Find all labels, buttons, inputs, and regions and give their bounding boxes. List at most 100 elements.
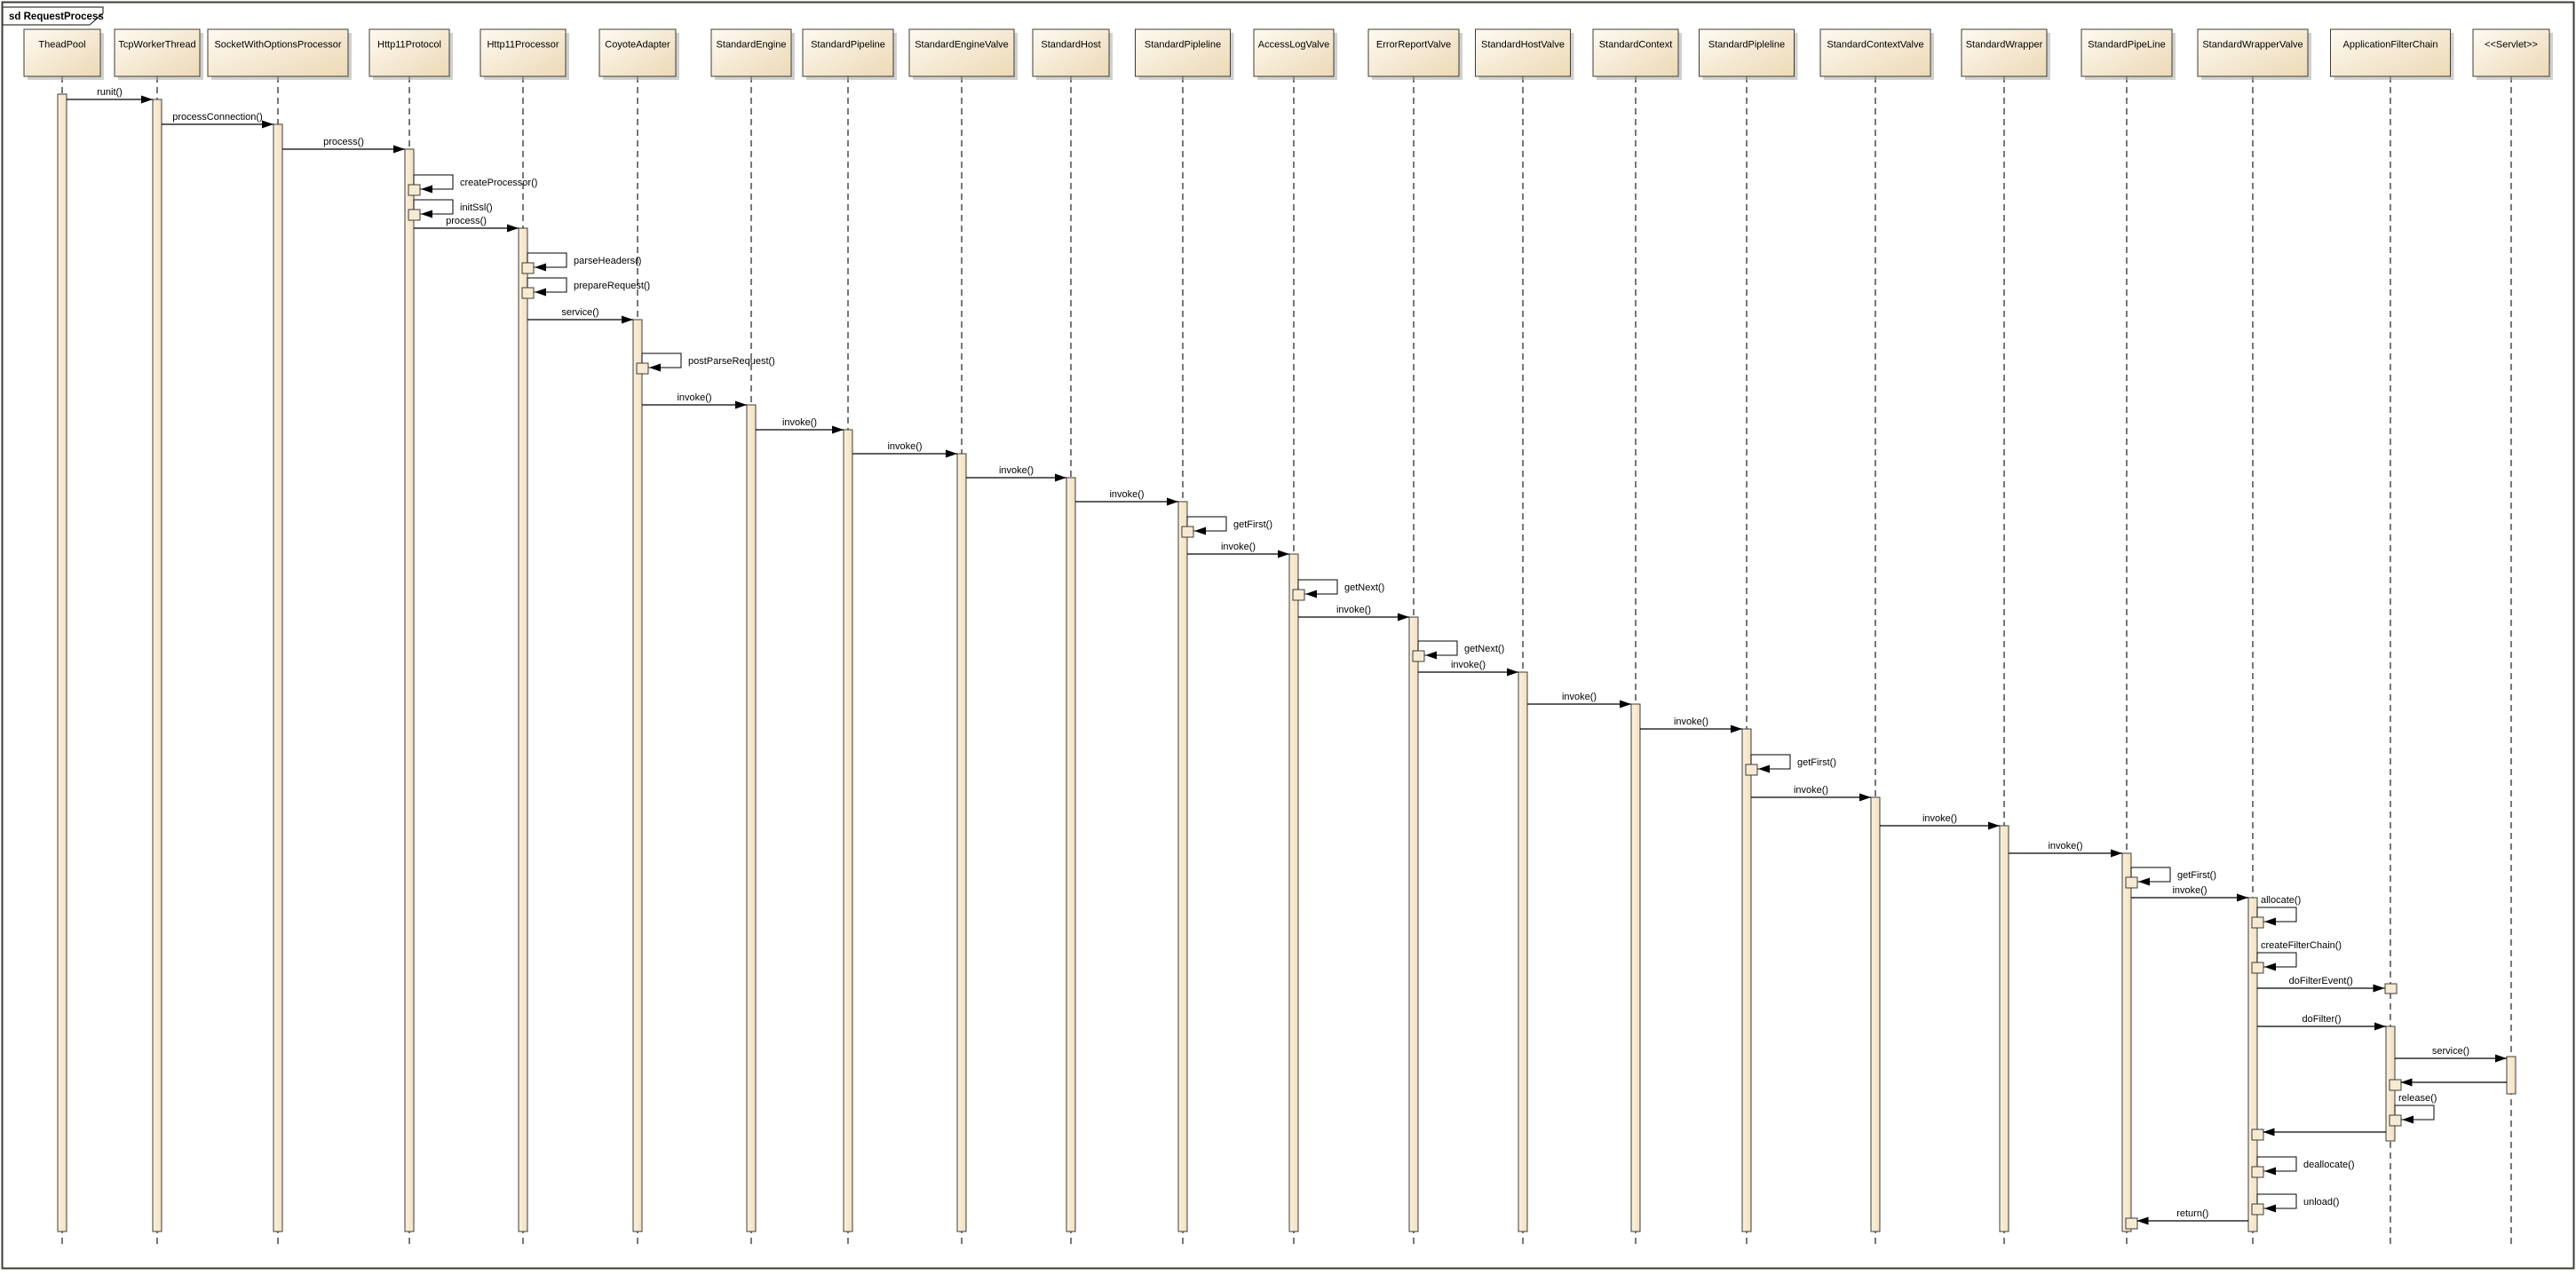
lifeline-header-box-10: [1134, 28, 1232, 77]
activation-bar-6: [746, 404, 757, 1232]
message-getNext-19-loop: [1417, 640, 1458, 656]
message-release-35-loop: [2394, 1105, 2435, 1121]
message-allocate-29-target-box: [2251, 916, 2264, 929]
message-getNext-17-arrowhead: [1305, 590, 1317, 598]
message-process-5-label: process(): [446, 216, 487, 226]
message-invoke-13-label: invoke(): [999, 465, 1034, 476]
message-getNext-19-label: getNext(): [1464, 644, 1504, 654]
message-invoke-21-label: invoke(): [1562, 692, 1597, 702]
message-postParseRequest-9-arrowhead: [649, 363, 661, 372]
lifeline-header-label-0: TheadPool: [38, 40, 85, 51]
message-prepareRequest-7-loop: [527, 277, 567, 293]
message-getFirst-27-loop: [2130, 867, 2171, 883]
message-invoke-12-arrowhead: [946, 449, 957, 458]
activation-bar-7: [843, 429, 853, 1232]
message-return-36-arrowhead: [2263, 1128, 2275, 1136]
message-deallocate-37-target-box: [2251, 1166, 2264, 1178]
message-getFirst-23-target-box: [1745, 764, 1758, 776]
message-invoke-10-arrowhead: [735, 400, 747, 409]
message-invoke-26-arrowhead: [2111, 849, 2122, 858]
message-process-2-arrowhead: [393, 145, 405, 154]
message-invoke-11-label: invoke(): [782, 417, 817, 428]
message-unload-38-arrowhead: [2264, 1204, 2276, 1213]
activation-bar-18: [2121, 852, 2132, 1232]
activation-bar-5: [632, 319, 643, 1232]
message-invoke-24-arrowhead: [1859, 793, 1871, 802]
message-invoke-14-arrowhead: [1167, 497, 1178, 506]
lifeline-header-box-16: [1819, 28, 1931, 77]
lifeline-header-label-7: StandardPipeline: [811, 40, 885, 51]
message-return-34-arrowhead: [2400, 1078, 2413, 1087]
message-release-35-arrowhead: [2402, 1115, 2414, 1124]
message-invoke-16-arrowhead: [1278, 550, 1289, 558]
lifeline-header-label-13: StandardHostValve: [1481, 40, 1565, 51]
message-invoke-13-arrowhead: [1055, 473, 1066, 482]
lifeline-header-box-19: [2197, 28, 2309, 77]
lifeline-header-box-18: [2081, 28, 2173, 77]
frame-title: sd RequestProcess: [9, 12, 104, 22]
message-invoke-25-arrowhead: [1988, 821, 2000, 830]
message-invoke-21-arrowhead: [1620, 700, 1631, 709]
lifeline-header-label-11: AccessLogValve: [1258, 40, 1330, 51]
message-service-33-arrowhead: [2495, 1054, 2507, 1063]
message-allocate-29-label: allocate(): [2261, 895, 2301, 906]
message-invoke-11-arrowhead: [832, 425, 844, 434]
activation-bar-17: [1999, 825, 2009, 1232]
message-processConnection-1-label: processConnection(): [172, 112, 263, 123]
message-getNext-19-arrowhead: [1425, 651, 1437, 660]
lifeline-header-label-15: StandardPipleline: [1708, 40, 1785, 51]
activations-layer: [57, 93, 2517, 1232]
lifeline-header-label-12: ErrorReportValve: [1376, 40, 1451, 51]
message-deallocate-37-loop: [2256, 1156, 2297, 1172]
message-initSsl-4-target-box: [408, 209, 421, 221]
message-unload-38-label: unload(): [2303, 1197, 2339, 1208]
lifeline-header-box-17: [1961, 28, 2048, 77]
message-prepareRequest-7-target-box: [521, 287, 535, 299]
message-processConnection-1-arrowhead: [262, 120, 273, 129]
lifeline-header-label-20: ApplicationFilterChain: [2343, 40, 2438, 51]
message-prepareRequest-7-arrowhead: [535, 288, 546, 297]
lifeline-header-label-3: Http11Protocol: [377, 40, 441, 51]
lifeline-header-box-6: [710, 28, 792, 77]
message-createFilterChain-30-target-box: [2251, 962, 2264, 974]
message-return-34-receive-box: [2389, 1079, 2402, 1091]
message-runit-0-arrowhead: [141, 95, 153, 104]
message-getFirst-15-arrowhead: [1194, 527, 1206, 535]
message-getFirst-23-loop: [1750, 754, 1791, 770]
lifeline-header-label-8: StandardEngineValve: [915, 40, 1009, 51]
activation-bar-2: [273, 123, 283, 1232]
lifeline-header-label-4: Http11Processor: [487, 40, 559, 51]
lifeline-header-label-10: StandardPipleline: [1145, 40, 1221, 51]
activation-bar-3: [404, 148, 415, 1232]
message-invoke-24-label: invoke(): [1794, 785, 1828, 796]
message-process-5-arrowhead: [507, 224, 519, 233]
message-service-8-label: service(): [561, 307, 598, 318]
message-postParseRequest-9-target-box: [636, 362, 649, 375]
message-parseHeaders-6-target-box: [521, 262, 535, 274]
message-invoke-28-label: invoke(): [2172, 885, 2207, 896]
lifeline-header-label-17: StandardWrapper: [1966, 40, 2043, 51]
activation-bar-16: [1870, 796, 1881, 1232]
lifeline-header-label-1: TcpWorkerThread: [118, 40, 195, 51]
message-getFirst-27-label: getFirst(): [2177, 870, 2216, 881]
activation-bar-21: [2506, 1056, 2517, 1095]
message-unload-38-target-box: [2251, 1203, 2264, 1216]
lifeline-header-label-18: StandardPipeLine: [2088, 40, 2165, 51]
message-getFirst-27-arrowhead: [2138, 877, 2150, 886]
activation-bar-8: [956, 453, 967, 1232]
message-deallocate-37-label: deallocate(): [2303, 1160, 2354, 1170]
message-createFilterChain-30-arrowhead: [2264, 962, 2276, 971]
lifeline-header-box-20: [2329, 28, 2452, 77]
message-createFilterChain-30-loop: [2256, 952, 2297, 968]
message-doFilter-32-label: doFilter(): [2302, 1014, 2341, 1025]
activation-bar-15: [1741, 728, 1752, 1232]
lifeline-header-box-5: [598, 28, 677, 77]
message-initSsl-4-label: initSsl(): [460, 202, 493, 213]
message-getNext-17-target-box: [1292, 589, 1305, 601]
message-invoke-20-arrowhead: [1507, 668, 1518, 677]
message-invoke-22-arrowhead: [1731, 725, 1742, 733]
message-doFilterEvent-31-label: doFilterEvent(): [2289, 976, 2353, 986]
lifeline-header-box-4: [480, 28, 567, 77]
activation-bar-13: [1518, 671, 1528, 1232]
